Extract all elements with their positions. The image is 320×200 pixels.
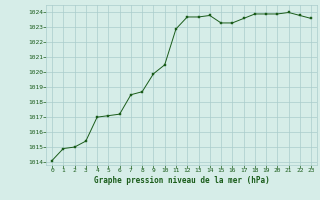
X-axis label: Graphe pression niveau de la mer (hPa): Graphe pression niveau de la mer (hPa) bbox=[94, 176, 269, 185]
